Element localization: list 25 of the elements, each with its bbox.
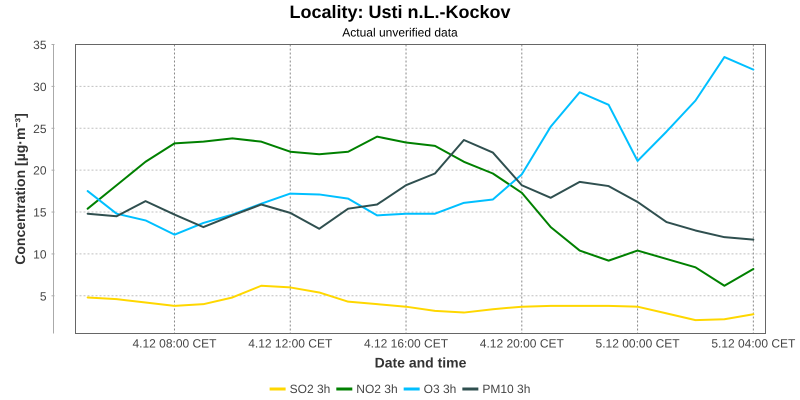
chart-subtitle: Actual unverified data	[342, 26, 458, 40]
y-tick-label: 30	[33, 80, 47, 94]
y-tick-label: 5	[40, 289, 47, 304]
legend-label: O3 3h	[424, 382, 456, 396]
chart-title: Locality: Usti n.L.-Kockov	[289, 2, 511, 22]
line-series	[86, 138, 754, 241]
x-axis-title: Date and time	[374, 354, 467, 370]
x-tick-label: 5.12 04:00 CET	[711, 336, 796, 350]
x-tick-label: 4.12 20:00 CET	[480, 336, 564, 350]
legend-label: NO2 3h	[356, 382, 398, 396]
y-tick-label: 15	[33, 206, 47, 220]
x-tick-label: 4.12 12:00 CET	[248, 336, 333, 350]
line-series	[86, 136, 754, 287]
line-series	[86, 56, 754, 236]
x-tick-label: 4.12 08:00 CET	[132, 336, 218, 350]
legend-label: PM10 3h	[482, 382, 530, 396]
y-axis-title: Concentration [µg·m⁻³]	[12, 113, 28, 265]
y-tick-label: 25	[33, 122, 47, 136]
x-tick-label: 5.12 00:00 CET	[596, 336, 680, 350]
y-tick-label: 20	[33, 164, 47, 178]
legend-label: SO2 3h	[290, 382, 330, 396]
x-tick-label: 4.12 16:00 CET	[364, 336, 449, 350]
y-tick-label: 10	[33, 247, 47, 262]
y-tick-label: 35	[33, 38, 47, 52]
line-series	[86, 284, 754, 322]
